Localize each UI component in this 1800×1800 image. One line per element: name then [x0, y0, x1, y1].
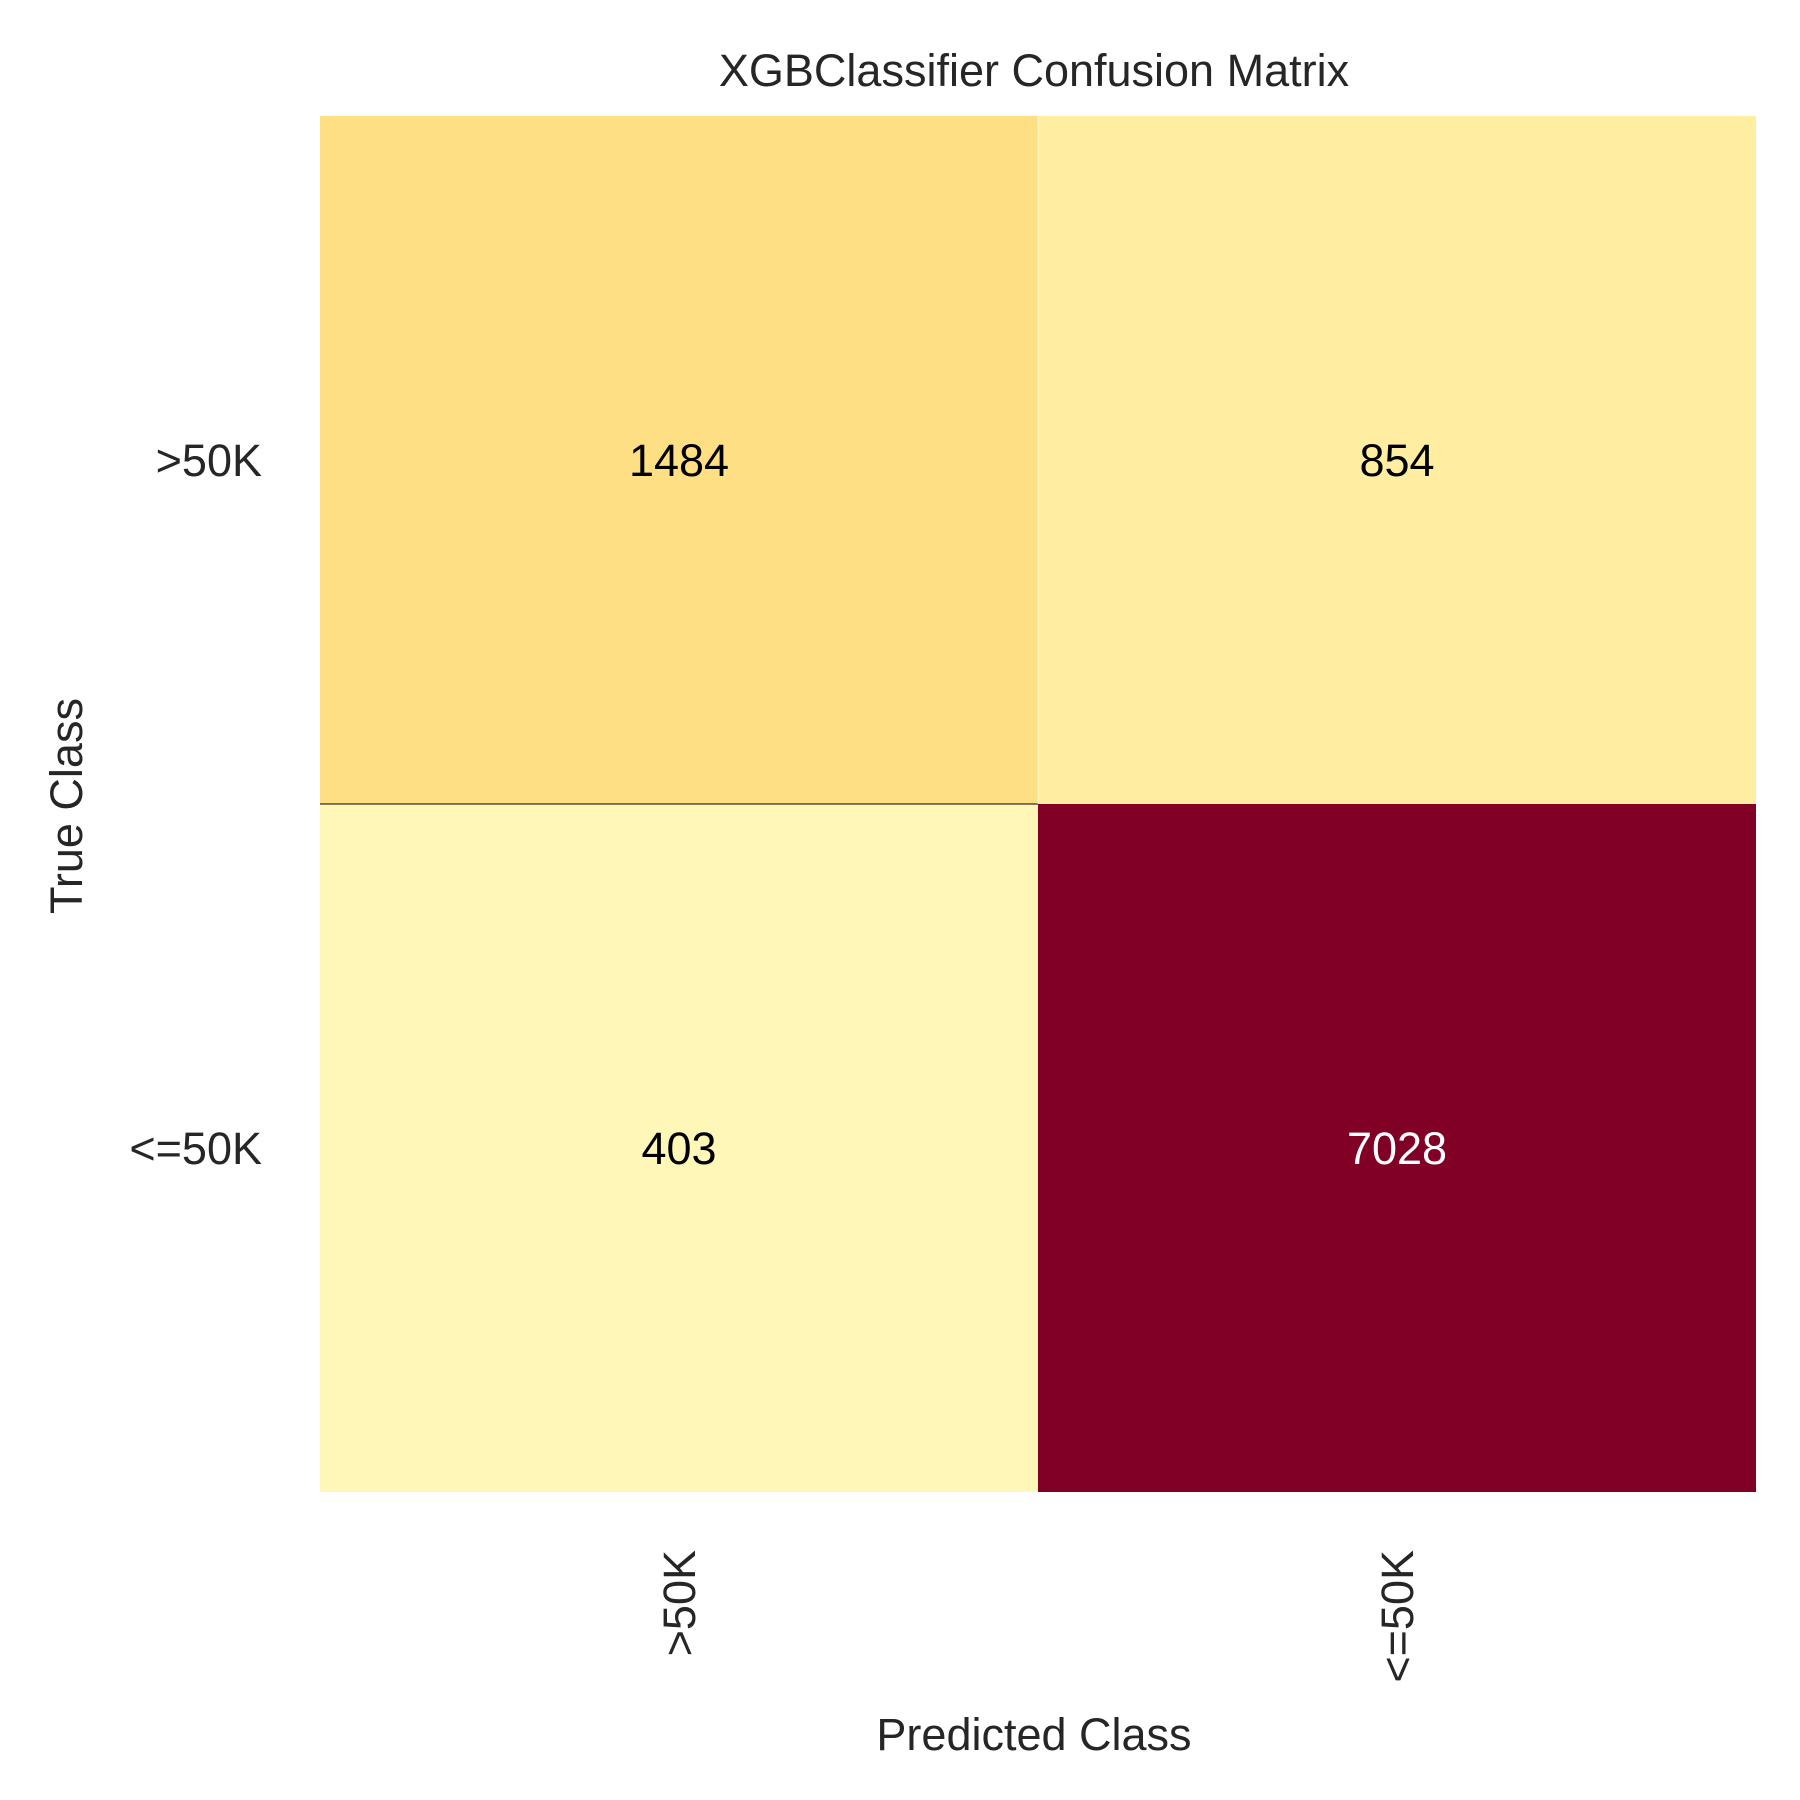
cell-value-r1-c0: 403	[641, 1123, 716, 1174]
cell-r0-c1	[1038, 116, 1756, 804]
cell-r1-c0	[320, 804, 1038, 1492]
cell-r0-c0	[320, 116, 1038, 804]
cell-value-r1-c1: 7028	[1347, 1123, 1447, 1174]
x-axis-label: Predicted Class	[876, 1709, 1191, 1760]
y-tick-label-1: <=50K	[129, 1123, 262, 1174]
x-tick-label-1: <=50K	[1372, 1550, 1423, 1683]
chart-title: XGBClassifier Confusion Matrix	[719, 45, 1350, 96]
ticks-layer: >50K <=50K >50K <=50K	[129, 435, 1423, 1683]
cell-value-r0-c1: 854	[1359, 435, 1434, 486]
cell-value-r0-c0: 1484	[629, 435, 729, 486]
cell-r1-c1	[1038, 804, 1756, 1492]
cells-layer: 1484 854 403 7028	[320, 116, 1756, 1492]
y-tick-label-0: >50K	[156, 435, 262, 486]
y-axis-label: True Class	[41, 698, 92, 914]
x-tick-label-0: >50K	[654, 1550, 705, 1656]
